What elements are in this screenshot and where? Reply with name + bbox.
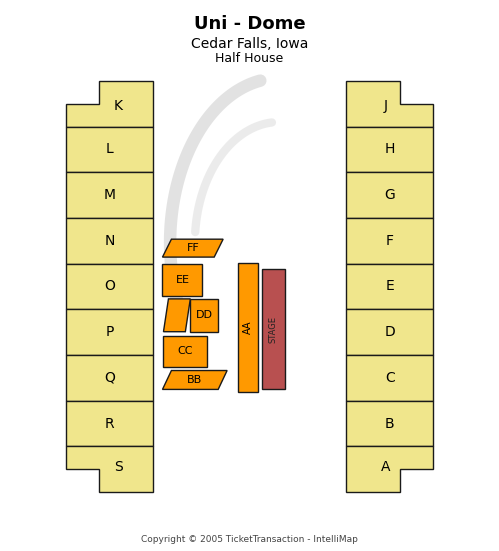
Text: Copyright © 2005 TicketTransaction - IntelliMap: Copyright © 2005 TicketTransaction - Int… [141, 535, 358, 544]
Bar [190, 299, 218, 332]
Bar [164, 336, 207, 366]
Text: H: H [385, 142, 395, 156]
Polygon shape [164, 299, 190, 332]
Text: M: M [103, 188, 115, 202]
Bar [262, 269, 285, 390]
Polygon shape [346, 446, 433, 492]
Text: S: S [114, 460, 122, 474]
Bar [238, 263, 258, 392]
Text: G: G [384, 188, 395, 202]
Text: B: B [385, 417, 395, 430]
Bar [66, 263, 153, 309]
Text: C: C [385, 371, 395, 385]
Text: STAGE: STAGE [269, 316, 278, 343]
Text: BB: BB [187, 375, 203, 385]
Text: DD: DD [196, 310, 213, 320]
Text: K: K [113, 99, 122, 113]
Polygon shape [66, 446, 153, 492]
Text: P: P [105, 325, 113, 339]
Text: CC: CC [178, 346, 193, 356]
Polygon shape [66, 81, 153, 127]
Text: F: F [386, 234, 394, 248]
Bar [346, 127, 433, 172]
Bar [163, 264, 202, 296]
Bar [66, 218, 153, 263]
Bar [346, 401, 433, 446]
Text: FF: FF [187, 243, 199, 253]
Polygon shape [346, 81, 433, 127]
Text: N: N [104, 234, 114, 248]
Text: Uni - Dome: Uni - Dome [194, 15, 305, 34]
Text: EE: EE [175, 275, 190, 285]
Text: AA: AA [243, 321, 253, 334]
Bar [66, 355, 153, 401]
Text: D: D [384, 325, 395, 339]
Bar [66, 401, 153, 446]
Bar [66, 309, 153, 355]
Polygon shape [163, 239, 223, 257]
Text: R: R [104, 417, 114, 430]
Polygon shape [163, 370, 227, 390]
Text: Half House: Half House [216, 52, 283, 66]
Bar [346, 309, 433, 355]
Text: L: L [105, 142, 113, 156]
Bar [66, 172, 153, 218]
Text: J: J [383, 99, 387, 113]
Bar [346, 172, 433, 218]
Text: Cedar Falls, Iowa: Cedar Falls, Iowa [191, 36, 308, 51]
Bar [66, 127, 153, 172]
Text: E: E [385, 279, 394, 294]
Text: A: A [381, 460, 390, 474]
Bar [346, 355, 433, 401]
Text: Q: Q [104, 371, 115, 385]
Text: O: O [104, 279, 115, 294]
Bar [346, 263, 433, 309]
Bar [346, 218, 433, 263]
